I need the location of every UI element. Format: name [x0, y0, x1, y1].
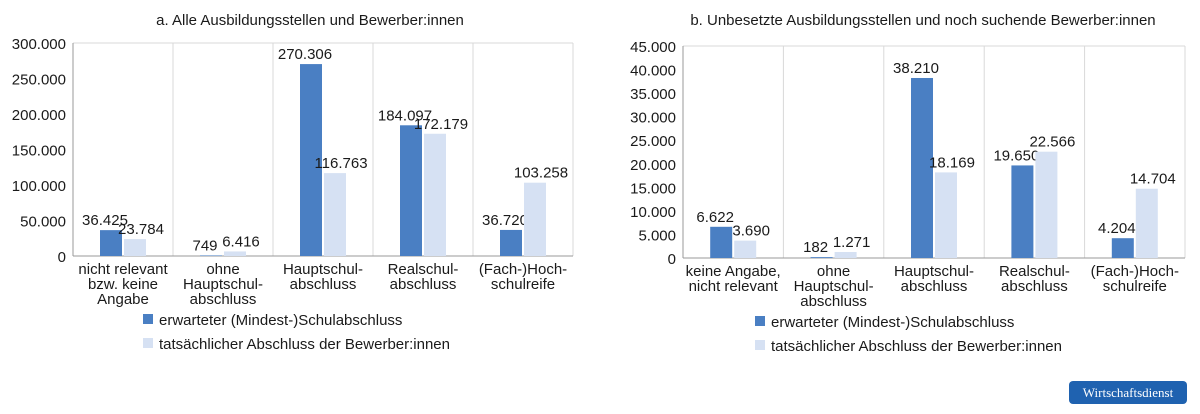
data-label: 14.704: [1130, 171, 1176, 188]
bar-expected: [810, 257, 833, 258]
y-tick-label: 10.000: [630, 204, 676, 221]
x-tick-label: (Fach-)Hoch-: [1091, 263, 1179, 280]
bar-actual: [935, 172, 957, 258]
x-tick-label: Hauptschul-: [283, 261, 363, 278]
legend-label: erwarteter (Mindest-)Schulabschluss: [159, 312, 402, 329]
bar-expected: [710, 226, 733, 258]
y-tick-label: 100.000: [12, 178, 66, 195]
brand-badge: Wirtschaftsdienst: [1069, 381, 1187, 404]
bar-actual: [524, 182, 546, 256]
legend-label: erwarteter (Mindest-)Schulabschluss: [771, 314, 1014, 331]
y-tick-label: 40.000: [630, 63, 676, 80]
bar-actual: [734, 240, 757, 258]
data-label: 270.306: [278, 46, 332, 63]
data-label: 36.720: [482, 212, 528, 229]
x-tick-label: abschluss: [800, 293, 867, 310]
y-tick-label: 0: [58, 249, 66, 266]
data-label: 23.784: [118, 221, 164, 238]
data-label: 3.690: [732, 223, 770, 240]
bar-actual: [124, 239, 146, 256]
legend-label: tatsächlicher Abschluss der Bewerber:inn…: [159, 336, 450, 353]
y-tick-label: 15.000: [630, 180, 676, 197]
x-tick-label: Angabe: [97, 291, 149, 308]
x-tick-label: Hauptschul-: [794, 278, 874, 295]
y-tick-label: 150.000: [12, 143, 66, 160]
x-tick-label: keine Angabe,: [686, 263, 781, 280]
y-tick-label: 5.000: [638, 227, 676, 244]
y-tick-label: 45.000: [630, 39, 676, 56]
x-tick-label: nicht relevant: [78, 261, 168, 278]
data-label: 749: [192, 237, 217, 254]
legend-swatch: [143, 338, 153, 348]
legend-label: tatsächlicher Abschluss der Bewerber:inn…: [771, 338, 1062, 355]
x-tick-label: ohne: [206, 261, 239, 278]
data-label: 38.210: [893, 60, 939, 77]
legend-swatch: [755, 340, 765, 350]
data-label: 103.258: [514, 165, 568, 182]
bar-expected: [500, 229, 522, 256]
x-tick-label: Realschul-: [999, 263, 1070, 280]
x-tick-label: abschluss: [190, 291, 257, 308]
bar-actual: [224, 251, 246, 256]
chart-a: a. Alle Ausbildungsstellen und Bewerber:…: [12, 12, 574, 353]
data-label: 6.622: [696, 209, 734, 226]
bar-actual: [324, 173, 346, 256]
chart-title: b. Unbesetzte Ausbildungsstellen und noc…: [690, 12, 1155, 29]
y-tick-label: 50.000: [20, 214, 66, 231]
x-tick-label: schulreife: [491, 276, 555, 293]
data-label: 6.416: [222, 233, 260, 250]
bar-expected: [100, 230, 122, 256]
bar-actual: [834, 252, 857, 258]
chart-b: b. Unbesetzte Ausbildungsstellen und noc…: [630, 12, 1186, 355]
x-tick-label: Hauptschul-: [894, 263, 974, 280]
y-tick-label: 30.000: [630, 110, 676, 127]
data-label: 22.566: [1029, 134, 1075, 151]
legend-swatch: [755, 316, 765, 326]
y-tick-label: 250.000: [12, 72, 66, 89]
y-tick-label: 35.000: [630, 86, 676, 103]
bar-expected: [200, 255, 222, 256]
x-tick-label: schulreife: [1103, 278, 1167, 295]
x-tick-label: abschluss: [901, 278, 968, 295]
y-tick-label: 25.000: [630, 133, 676, 150]
data-label: 116.763: [314, 155, 367, 172]
bar-expected: [1011, 165, 1034, 258]
x-tick-label: Realschul-: [388, 261, 459, 278]
y-tick-label: 200.000: [12, 107, 66, 124]
data-label: 36.425: [82, 212, 128, 229]
bar-expected: [300, 64, 322, 257]
data-label: 1.271: [833, 234, 871, 251]
x-tick-label: ohne: [817, 263, 850, 280]
y-tick-label: 20.000: [630, 157, 676, 174]
y-tick-label: 300.000: [12, 36, 66, 53]
x-tick-label: abschluss: [290, 276, 357, 293]
x-tick-label: bzw. keine: [88, 276, 158, 293]
x-tick-label: nicht relevant: [689, 278, 779, 295]
bar-actual: [424, 133, 446, 256]
data-label: 4.204: [1098, 220, 1136, 237]
data-label: 172.179: [414, 116, 468, 133]
bar-expected: [400, 125, 422, 256]
x-tick-label: abschluss: [1001, 278, 1068, 295]
bar-expected: [911, 77, 933, 259]
data-label: 18.169: [929, 154, 975, 171]
legend-swatch: [143, 314, 153, 324]
chart-title: a. Alle Ausbildungsstellen und Bewerber:…: [156, 12, 464, 29]
bar-actual: [1135, 188, 1158, 258]
bar-actual: [1035, 151, 1058, 258]
x-tick-label: Hauptschul-: [183, 276, 263, 293]
bar-expected: [1111, 238, 1134, 258]
data-label: 184.097: [378, 107, 432, 124]
x-tick-label: abschluss: [390, 276, 457, 293]
x-tick-label: (Fach-)Hoch-: [479, 261, 567, 278]
data-label: 182: [803, 239, 828, 256]
y-tick-label: 0: [668, 251, 676, 268]
data-label: 19.650: [993, 147, 1039, 164]
